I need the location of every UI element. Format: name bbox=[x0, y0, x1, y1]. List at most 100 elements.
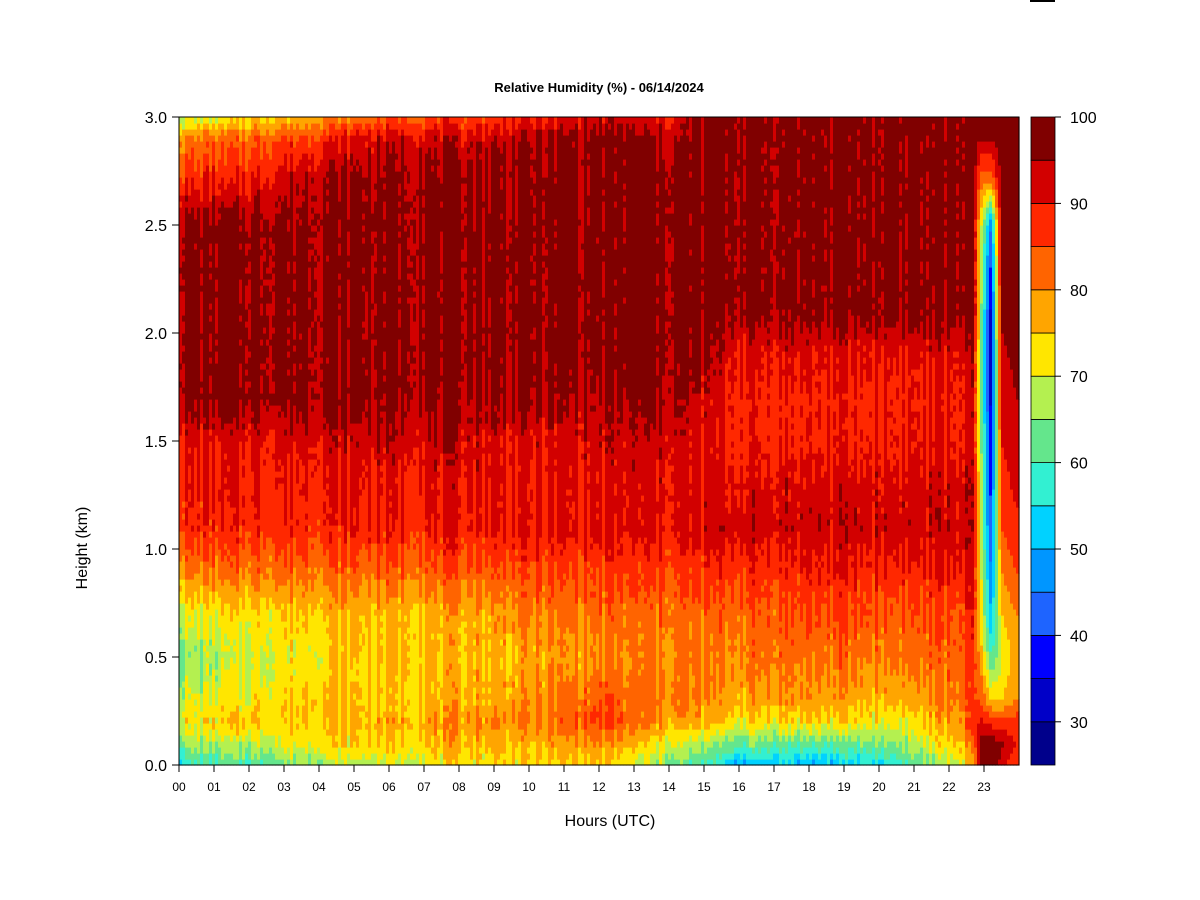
heatmap-cell bbox=[440, 453, 444, 538]
heatmap-cell bbox=[215, 723, 219, 730]
heatmap-cell bbox=[701, 285, 705, 292]
heatmap-cell bbox=[407, 465, 411, 550]
heatmap-cell bbox=[437, 513, 441, 520]
heatmap-cell bbox=[239, 711, 243, 736]
heatmap-cell bbox=[830, 303, 834, 310]
heatmap-cell bbox=[746, 663, 750, 682]
heatmap-cell bbox=[599, 435, 603, 442]
heatmap-cell bbox=[431, 489, 435, 514]
heatmap-cell bbox=[209, 303, 213, 310]
heatmap-cell bbox=[836, 369, 840, 382]
heatmap-cell bbox=[497, 501, 501, 508]
heatmap-cell bbox=[593, 585, 597, 592]
heatmap-cell bbox=[581, 753, 585, 766]
heatmap-cell bbox=[410, 225, 414, 256]
heatmap-cell bbox=[446, 711, 450, 718]
heatmap-cell bbox=[782, 231, 786, 250]
heatmap-cell bbox=[638, 411, 642, 484]
heatmap-cell bbox=[296, 213, 300, 220]
heatmap-cell bbox=[581, 249, 585, 280]
heatmap-cell bbox=[518, 411, 522, 466]
heatmap-cell bbox=[269, 279, 273, 292]
heatmap-cell bbox=[506, 249, 510, 256]
heatmap-cell bbox=[188, 213, 192, 412]
heatmap-cell bbox=[776, 537, 780, 544]
heatmap-cell bbox=[824, 249, 828, 262]
heatmap-cell bbox=[179, 141, 183, 148]
heatmap-cell bbox=[821, 291, 825, 322]
heatmap-cell bbox=[191, 135, 195, 148]
heatmap-cell bbox=[818, 447, 822, 514]
heatmap-cell bbox=[338, 153, 342, 202]
heatmap-cell bbox=[356, 681, 360, 700]
heatmap-cell bbox=[701, 705, 705, 730]
heatmap-cell bbox=[464, 225, 468, 238]
heatmap-cell bbox=[638, 645, 642, 652]
heatmap-cell bbox=[776, 309, 780, 346]
heatmap-cell bbox=[737, 717, 741, 736]
heatmap-cell bbox=[728, 483, 732, 514]
heatmap-cell bbox=[563, 399, 567, 406]
heatmap-cell bbox=[752, 507, 756, 514]
heatmap-cell bbox=[284, 585, 288, 622]
heatmap-cell bbox=[209, 117, 213, 124]
heatmap-cell bbox=[677, 759, 681, 766]
heatmap-cell bbox=[809, 513, 813, 574]
heatmap-cell bbox=[308, 171, 312, 226]
heatmap-cell bbox=[200, 531, 204, 562]
heatmap-cell bbox=[833, 741, 837, 754]
heatmap-cell bbox=[761, 231, 765, 238]
heatmap-cell bbox=[479, 411, 483, 418]
heatmap-cell bbox=[533, 381, 537, 388]
heatmap-cell bbox=[506, 549, 510, 586]
heatmap-cell bbox=[305, 567, 309, 592]
heatmap-cell bbox=[602, 345, 606, 430]
heatmap-cell bbox=[296, 117, 300, 124]
heatmap-cell bbox=[296, 525, 300, 556]
heatmap-cell bbox=[602, 309, 606, 316]
heatmap-cell bbox=[554, 321, 558, 328]
heatmap-cell bbox=[284, 723, 288, 754]
heatmap-cell bbox=[662, 735, 666, 754]
heatmap-cell bbox=[209, 333, 213, 352]
heatmap-cell bbox=[782, 729, 786, 736]
heatmap-cell bbox=[662, 753, 666, 766]
heatmap-cell bbox=[788, 309, 792, 322]
heatmap-cell bbox=[779, 651, 783, 658]
heatmap-cell bbox=[671, 603, 675, 610]
heatmap-cell bbox=[656, 183, 660, 196]
heatmap-cell bbox=[203, 537, 207, 562]
heatmap-cell bbox=[731, 561, 735, 604]
heatmap-cell bbox=[398, 327, 402, 340]
heatmap-cell bbox=[269, 255, 273, 274]
heatmap-cell bbox=[773, 249, 777, 256]
heatmap-cell bbox=[311, 699, 315, 712]
heatmap-cell bbox=[704, 375, 708, 382]
heatmap-cell bbox=[494, 135, 498, 406]
heatmap-cell bbox=[260, 315, 264, 340]
heatmap-cell bbox=[182, 393, 186, 424]
heatmap-cell bbox=[215, 609, 219, 652]
heatmap-cell bbox=[542, 687, 546, 742]
heatmap-cell bbox=[779, 723, 783, 736]
heatmap-cell bbox=[785, 513, 789, 526]
heatmap-cell bbox=[275, 201, 279, 208]
heatmap-cell bbox=[374, 237, 378, 244]
heatmap-cell bbox=[512, 423, 516, 538]
heatmap-cell bbox=[431, 681, 435, 694]
heatmap-cell bbox=[503, 615, 507, 634]
heatmap-cell bbox=[257, 615, 261, 622]
heatmap-cell bbox=[653, 117, 657, 136]
heatmap-cell bbox=[344, 129, 348, 154]
heatmap-cell bbox=[191, 207, 195, 424]
heatmap-cell bbox=[671, 297, 675, 304]
heatmap-cell bbox=[497, 579, 501, 604]
heatmap-cell bbox=[596, 519, 600, 544]
heatmap-cell bbox=[392, 717, 396, 724]
heatmap-cell bbox=[725, 189, 729, 196]
heatmap-cell bbox=[311, 549, 315, 592]
heatmap-cell bbox=[500, 501, 504, 508]
heatmap-cell bbox=[404, 615, 408, 622]
heatmap-cell bbox=[539, 729, 543, 760]
heatmap-cell bbox=[266, 567, 270, 574]
